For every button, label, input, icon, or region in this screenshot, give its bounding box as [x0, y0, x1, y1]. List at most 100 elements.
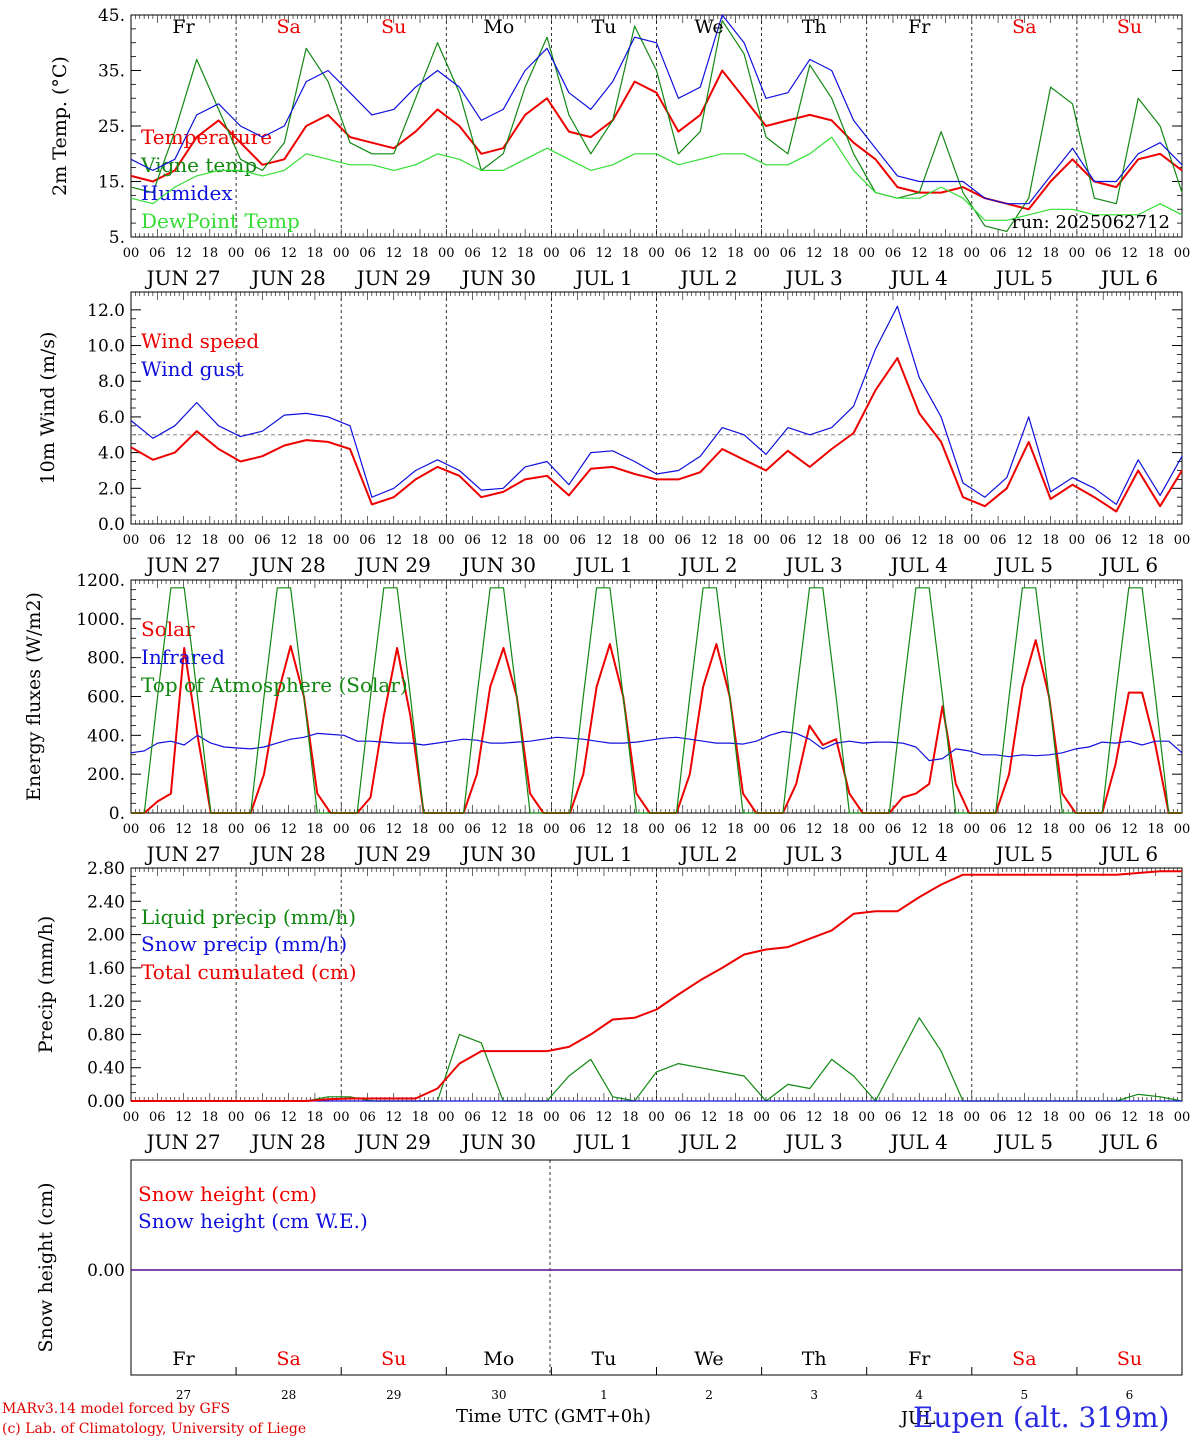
precip-legend-label: Total cumulated (cm) — [141, 960, 357, 984]
temperature-hour-label: 06 — [990, 246, 1007, 261]
energy-hour-label: 18 — [937, 822, 954, 837]
temperature-weekday-label: Sa — [1012, 16, 1036, 38]
snow-legend-label: Snow height (cm) — [138, 1182, 317, 1206]
energy-hour-label: 00 — [543, 822, 560, 837]
precip-y-tick-label: 0.40 — [87, 1059, 125, 1079]
temperature-date-label: JUL 4 — [889, 266, 948, 290]
temperature-hour-label: 00 — [858, 246, 875, 261]
energy-y-tick-label: 200. — [87, 765, 125, 785]
wind-date-label: JUN 29 — [355, 553, 431, 577]
wind-hour-label: 18 — [202, 533, 219, 548]
energy-hour-label: 00 — [648, 822, 665, 837]
energy-hour-label: 18 — [1042, 822, 1059, 837]
wind-y-tick-label: 6.0 — [98, 408, 125, 428]
wind-hour-label: 00 — [228, 533, 245, 548]
precip-hour-label: 12 — [806, 1110, 823, 1125]
temperature-date-label: JUL 1 — [573, 266, 632, 290]
wind-y-axis-title: 10m Wind (m/s) — [37, 332, 59, 485]
wind-hour-label: 06 — [254, 533, 271, 548]
temperature-hour-label: 06 — [780, 246, 797, 261]
temperature-hour-label: 00 — [333, 246, 350, 261]
precip-date-label: JUN 28 — [250, 1130, 326, 1154]
energy-hour-label: 00 — [964, 822, 981, 837]
wind-y-tick-label: 4.0 — [98, 444, 125, 464]
snow-weekday-label: Tu — [591, 1348, 616, 1370]
snow-weekday-label: Su — [1117, 1348, 1142, 1370]
energy-date-label: JUN 30 — [460, 842, 536, 866]
wind-date-label: JUN 28 — [250, 553, 326, 577]
temperature-hour-label: 12 — [385, 246, 402, 261]
wind-series-line — [130, 305, 1183, 505]
energy-hour-label: 12 — [806, 822, 823, 837]
precip-date-label: JUL 3 — [784, 1130, 843, 1154]
wind-series-line — [130, 357, 1183, 513]
temperature-weekday-label: Sa — [276, 16, 300, 38]
precip-hour-label: 12 — [1121, 1110, 1138, 1125]
wind-hour-label: 18 — [307, 533, 324, 548]
temperature-weekday-label: Th — [802, 16, 827, 38]
snow-day-number: 29 — [386, 1388, 401, 1402]
temperature-legend-label: Vigne temp — [140, 153, 257, 177]
wind-hour-label: 12 — [596, 533, 613, 548]
precip-hour-label: 12 — [596, 1110, 613, 1125]
temperature-series-line — [130, 69, 1183, 211]
wind-y-tick-label: 2.0 — [98, 479, 125, 499]
temperature-hour-label: 06 — [1095, 246, 1112, 261]
precip-hour-label: 18 — [727, 1110, 744, 1125]
energy-hour-label: 00 — [438, 822, 455, 837]
precip-hour-label: 18 — [622, 1110, 639, 1125]
wind-hour-label: 06 — [990, 533, 1007, 548]
precip-date-label: JUN 27 — [144, 1130, 220, 1154]
wind-hour-label: 12 — [491, 533, 508, 548]
temperature-hour-label: 00 — [1069, 246, 1086, 261]
precip-date-label: JUL 4 — [889, 1130, 948, 1154]
wind-hour-label: 12 — [806, 533, 823, 548]
temperature-hour-label: 00 — [964, 246, 981, 261]
energy-hour-label: 06 — [885, 822, 902, 837]
credit-line-1: MARv3.14 model forced by GFS — [2, 1401, 231, 1417]
precip-y-tick-label: 1.20 — [87, 992, 125, 1012]
wind-hour-label: 06 — [1095, 533, 1112, 548]
temperature-hour-label: 18 — [832, 246, 849, 261]
energy-series-line — [131, 587, 1182, 814]
temperature-hour-label: 00 — [123, 246, 140, 261]
temperature-y-axis-title: 2m Temp. (°C) — [49, 56, 71, 196]
x-axis-title: Time UTC (GMT+0h) — [456, 1406, 651, 1427]
energy-hour-label: 06 — [149, 822, 166, 837]
wind-hour-label: 06 — [569, 533, 586, 548]
temperature-series-line — [130, 20, 1183, 232]
snow-weekday-label: Sa — [1012, 1348, 1036, 1370]
wind-hour-label: 00 — [123, 533, 140, 548]
energy-hour-label: 06 — [254, 822, 271, 837]
energy-hour-label: 12 — [1016, 822, 1033, 837]
energy-hour-label: 06 — [1095, 822, 1112, 837]
precip-hour-label: 06 — [254, 1110, 271, 1125]
precip-hour-label: 12 — [280, 1110, 297, 1125]
snow-day-number: 1 — [600, 1388, 608, 1402]
wind-hour-label: 06 — [359, 533, 376, 548]
energy-hour-label: 18 — [412, 822, 429, 837]
temperature-hour-label: 12 — [280, 246, 297, 261]
precip-y-tick-label: 0.00 — [87, 1092, 125, 1112]
precip-legend-label: Snow precip (mm/h) — [141, 932, 347, 956]
precip-hour-label: 00 — [543, 1110, 560, 1125]
temperature-weekday-label: Fr — [908, 16, 931, 38]
wind-y-tick-label: 10.0 — [87, 337, 125, 357]
energy-date-label: JUN 29 — [355, 842, 431, 866]
precip-hour-label: 00 — [858, 1110, 875, 1125]
energy-date-label: JUL 5 — [994, 842, 1053, 866]
precip-hour-label: 12 — [175, 1110, 192, 1125]
wind-hour-label: 00 — [1174, 533, 1191, 548]
temperature-hour-label: 06 — [675, 246, 692, 261]
wind-y-tick-label: 12.0 — [87, 301, 125, 321]
temperature-y-tick-label: 45. — [98, 6, 125, 26]
temperature-hour-label: 12 — [1016, 246, 1033, 261]
energy-hour-label: 00 — [333, 822, 350, 837]
temperature-hour-label: 00 — [753, 246, 770, 261]
energy-date-label: JUN 28 — [250, 842, 326, 866]
energy-hour-label: 12 — [911, 822, 928, 837]
credit-line-2: (c) Lab. of Climatology, University of L… — [2, 1421, 307, 1437]
precip-date-label: JUL 5 — [994, 1130, 1053, 1154]
